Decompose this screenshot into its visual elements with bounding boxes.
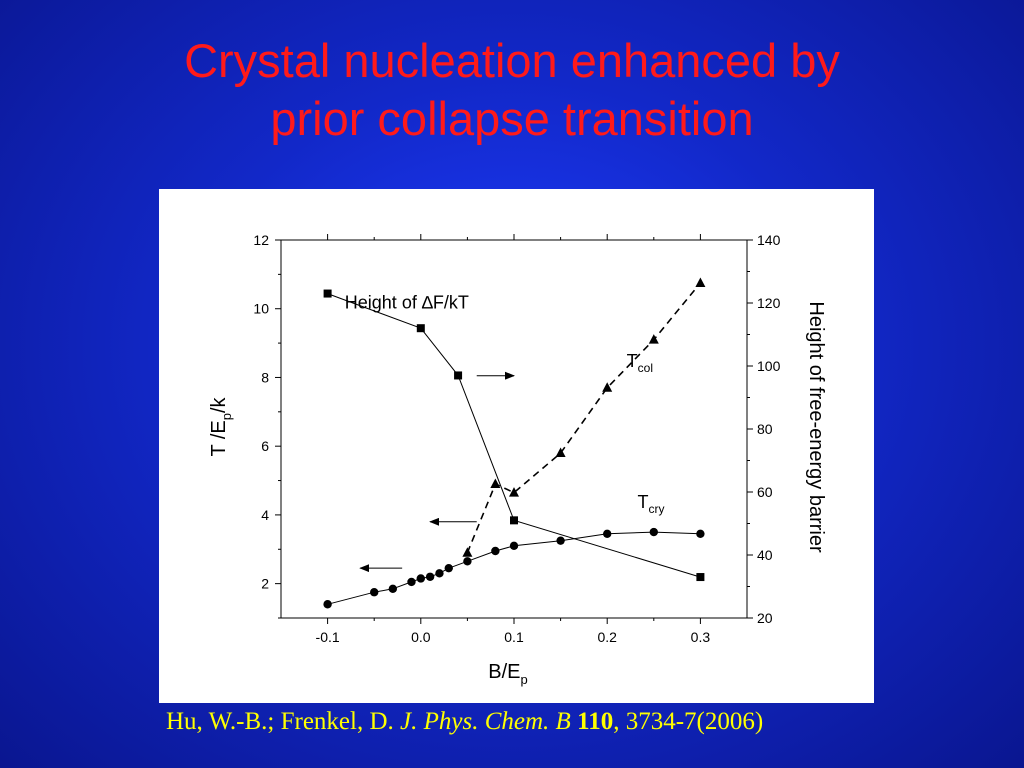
x-tick-label: 0.1 bbox=[504, 629, 524, 645]
y-right-axis-label: Height of free-energy barrier bbox=[805, 301, 827, 553]
y-left-tick-label: 6 bbox=[261, 438, 269, 454]
data-point-square bbox=[323, 289, 332, 298]
series-square-line bbox=[327, 293, 701, 578]
data-point-triangle bbox=[555, 447, 566, 458]
data-point-circle bbox=[603, 529, 612, 539]
data-point-circle bbox=[556, 536, 565, 545]
chart: -0.1 0.0 0.1 0.2 0.3 2 4 6 8 10 12 20 40 60 80 100 120 14… bbox=[208, 232, 827, 687]
x-tick-label: -0.1 bbox=[316, 629, 340, 645]
x-tick-label: 0.3 bbox=[691, 629, 711, 645]
data-point-circle bbox=[463, 557, 472, 566]
series-triangle-line bbox=[466, 282, 702, 554]
y-right-tick-label: 20 bbox=[757, 610, 773, 626]
y-right-tick-label: 60 bbox=[757, 484, 773, 500]
data-point-square bbox=[416, 324, 425, 333]
annotation-height: Height of ∆F/kT bbox=[345, 293, 469, 313]
data-point-square bbox=[510, 516, 518, 525]
data-point-triangle bbox=[602, 382, 613, 392]
data-point-circle bbox=[435, 569, 444, 578]
citation-authors: Hu, W.-B.; Frenkel, D. bbox=[166, 708, 401, 735]
chart-panel: -0.1 0.0 0.1 0.2 0.3 2 4 6 8 10 12 20 40 60 80 100 120 14… bbox=[159, 189, 874, 703]
data-point-circle bbox=[649, 527, 658, 537]
y-right-tick-label: 40 bbox=[757, 547, 773, 563]
y-left-tick-label: 4 bbox=[261, 507, 269, 523]
slide-title-line-1: Crystal nucleation enhanced by bbox=[184, 34, 840, 87]
data-point-triangle bbox=[695, 277, 706, 287]
data-point-circle bbox=[323, 600, 332, 609]
slide-title-line-2: prior collapse transition bbox=[270, 92, 754, 145]
data-point-triangle bbox=[509, 487, 519, 497]
y-left-tick-label: 2 bbox=[261, 576, 269, 592]
data-point-circle bbox=[491, 546, 500, 556]
citation-volume: 110 bbox=[577, 708, 614, 735]
y-left-tick-label: 8 bbox=[261, 369, 269, 385]
data-point-circle bbox=[416, 574, 425, 583]
citation: Hu, W.-B.; Frenkel, D. J. Phys. Chem. B … bbox=[166, 708, 986, 736]
y-right-tick-label: 120 bbox=[757, 295, 781, 311]
y-left-tick-label: 10 bbox=[253, 301, 269, 317]
data-point-circle bbox=[696, 529, 705, 539]
data-point-triangle bbox=[648, 334, 659, 344]
data-point-circle bbox=[425, 572, 435, 581]
y-right-tick-label: 100 bbox=[757, 358, 781, 374]
data-point-triangle bbox=[462, 547, 473, 557]
data-point-square bbox=[696, 573, 705, 582]
y-right-tick-label: 140 bbox=[757, 232, 781, 248]
annotation-tcry: Tcry bbox=[638, 492, 665, 516]
x-tick-label: 0.2 bbox=[597, 629, 617, 645]
y-right-tick-label: 80 bbox=[757, 421, 773, 437]
slide-title: Crystal nucleation enhanced by prior col… bbox=[0, 32, 1024, 148]
data-point-triangle bbox=[490, 478, 501, 488]
citation-journal: J. Phys. Chem. B bbox=[400, 708, 571, 735]
y-left-axis-label: T /Ep/k bbox=[208, 396, 234, 456]
x-axis-label: B/Ep bbox=[488, 661, 527, 687]
data-point-circle bbox=[388, 584, 398, 593]
x-tick-label: 0.0 bbox=[411, 629, 431, 645]
data-point-circle bbox=[370, 588, 379, 597]
data-point-circle bbox=[444, 563, 453, 573]
y-left-tick-label: 12 bbox=[253, 232, 269, 248]
data-point-square bbox=[454, 371, 463, 380]
annotation-tcol: Tcol bbox=[627, 351, 653, 375]
data-point-circle bbox=[407, 577, 416, 587]
citation-pages: , 3734-7(2006) bbox=[613, 708, 764, 735]
data-point-circle bbox=[509, 541, 519, 551]
